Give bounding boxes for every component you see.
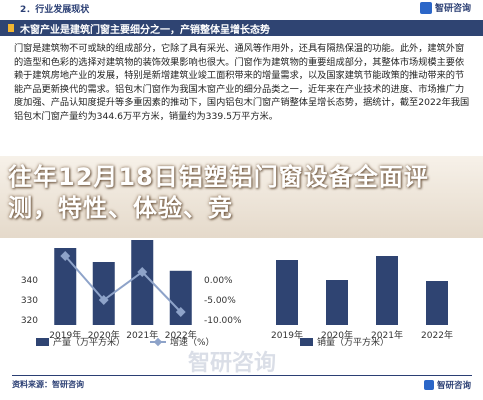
- overlay-title: 往年12月18日铝塑铝门窗设备全面评测，特性、体验、竞: [8, 163, 429, 222]
- overlay-band: [0, 156, 483, 238]
- growth-line: [64, 255, 182, 313]
- source-note: 资料来源：智研咨询: [12, 380, 84, 389]
- brand-name: 智研咨询: [434, 4, 471, 14]
- growth-point: [175, 307, 186, 317]
- footer-brand: 智研咨询: [423, 379, 471, 391]
- watermark: 智研咨询: [188, 351, 277, 376]
- bar: [376, 256, 398, 325]
- legend-sales: 销量（万平方米）: [300, 335, 389, 348]
- body-paragraph: 门窗是建筑物不可或缺的组成部分，它除了具有采光、通风等作用外，还具有隔热保温的功…: [14, 43, 470, 122]
- x-tick-label: 2020年: [321, 329, 353, 341]
- legend-bar-icon: [36, 337, 49, 346]
- footer-brand-name: 智研咨询: [436, 381, 471, 391]
- y-tick-label: 340: [21, 276, 38, 286]
- bar: [92, 262, 115, 325]
- top-bar: 2．行业发展现状 智研咨询: [0, 0, 483, 16]
- x-tick-label: 2019年: [49, 329, 81, 341]
- production-chart: 320 330 340 -10.00% -5.00% 0.00% 2019年 2020年 202…: [21, 240, 242, 341]
- section-title: 2．行业发展现状: [20, 5, 90, 15]
- legend-production-label: 产量（万平方米）: [53, 338, 126, 348]
- x-tick-label: 2019年: [271, 329, 303, 341]
- x-tick-label: 2020年: [88, 329, 120, 341]
- legend-growth: 增速（%）: [150, 335, 215, 348]
- legend-line-icon: [150, 337, 166, 347]
- sales-chart: 2019年 2020年 2021年 2022年: [271, 256, 453, 341]
- bar: [169, 270, 192, 325]
- section-heading: 木窗产业是建筑门窗主要细分之一，产销整体呈增长态势: [20, 25, 270, 36]
- bar: [276, 260, 298, 325]
- charts: 320 330 340 -10.00% -5.00% 0.00% 2019年 2020年 202…: [21, 240, 453, 341]
- x-tick-label: 2022年: [165, 329, 197, 341]
- brand-logo-icon: [419, 1, 432, 14]
- bar: [131, 240, 154, 325]
- bar: [54, 248, 77, 325]
- legend-bar-icon: [300, 337, 313, 346]
- x-tick-label: 2022年: [421, 329, 453, 341]
- y2-tick-label: 0.00%: [204, 276, 233, 286]
- legend-production: 产量（万平方米）: [36, 335, 125, 348]
- x-tick-label: 2021年: [371, 329, 403, 341]
- bar: [426, 281, 448, 325]
- y-tick-label: 330: [21, 296, 38, 306]
- legend-growth-label: 增速（%）: [170, 338, 215, 348]
- footer-divider: [12, 375, 472, 376]
- y-tick-label: 320: [21, 316, 38, 326]
- brand-header: 智研咨询: [419, 1, 471, 14]
- section-title-bar: 木窗产业是建筑门窗主要细分之一，产销整体呈增长态势: [0, 20, 483, 36]
- title-marker-icon: [8, 24, 14, 32]
- y2-tick-label: -5.00%: [204, 296, 236, 306]
- brand-logo-icon: [423, 380, 434, 390]
- y2-tick-label: -10.00%: [204, 316, 242, 326]
- bar: [326, 280, 348, 325]
- legend-sales-label: 销量（万平方米）: [317, 338, 390, 348]
